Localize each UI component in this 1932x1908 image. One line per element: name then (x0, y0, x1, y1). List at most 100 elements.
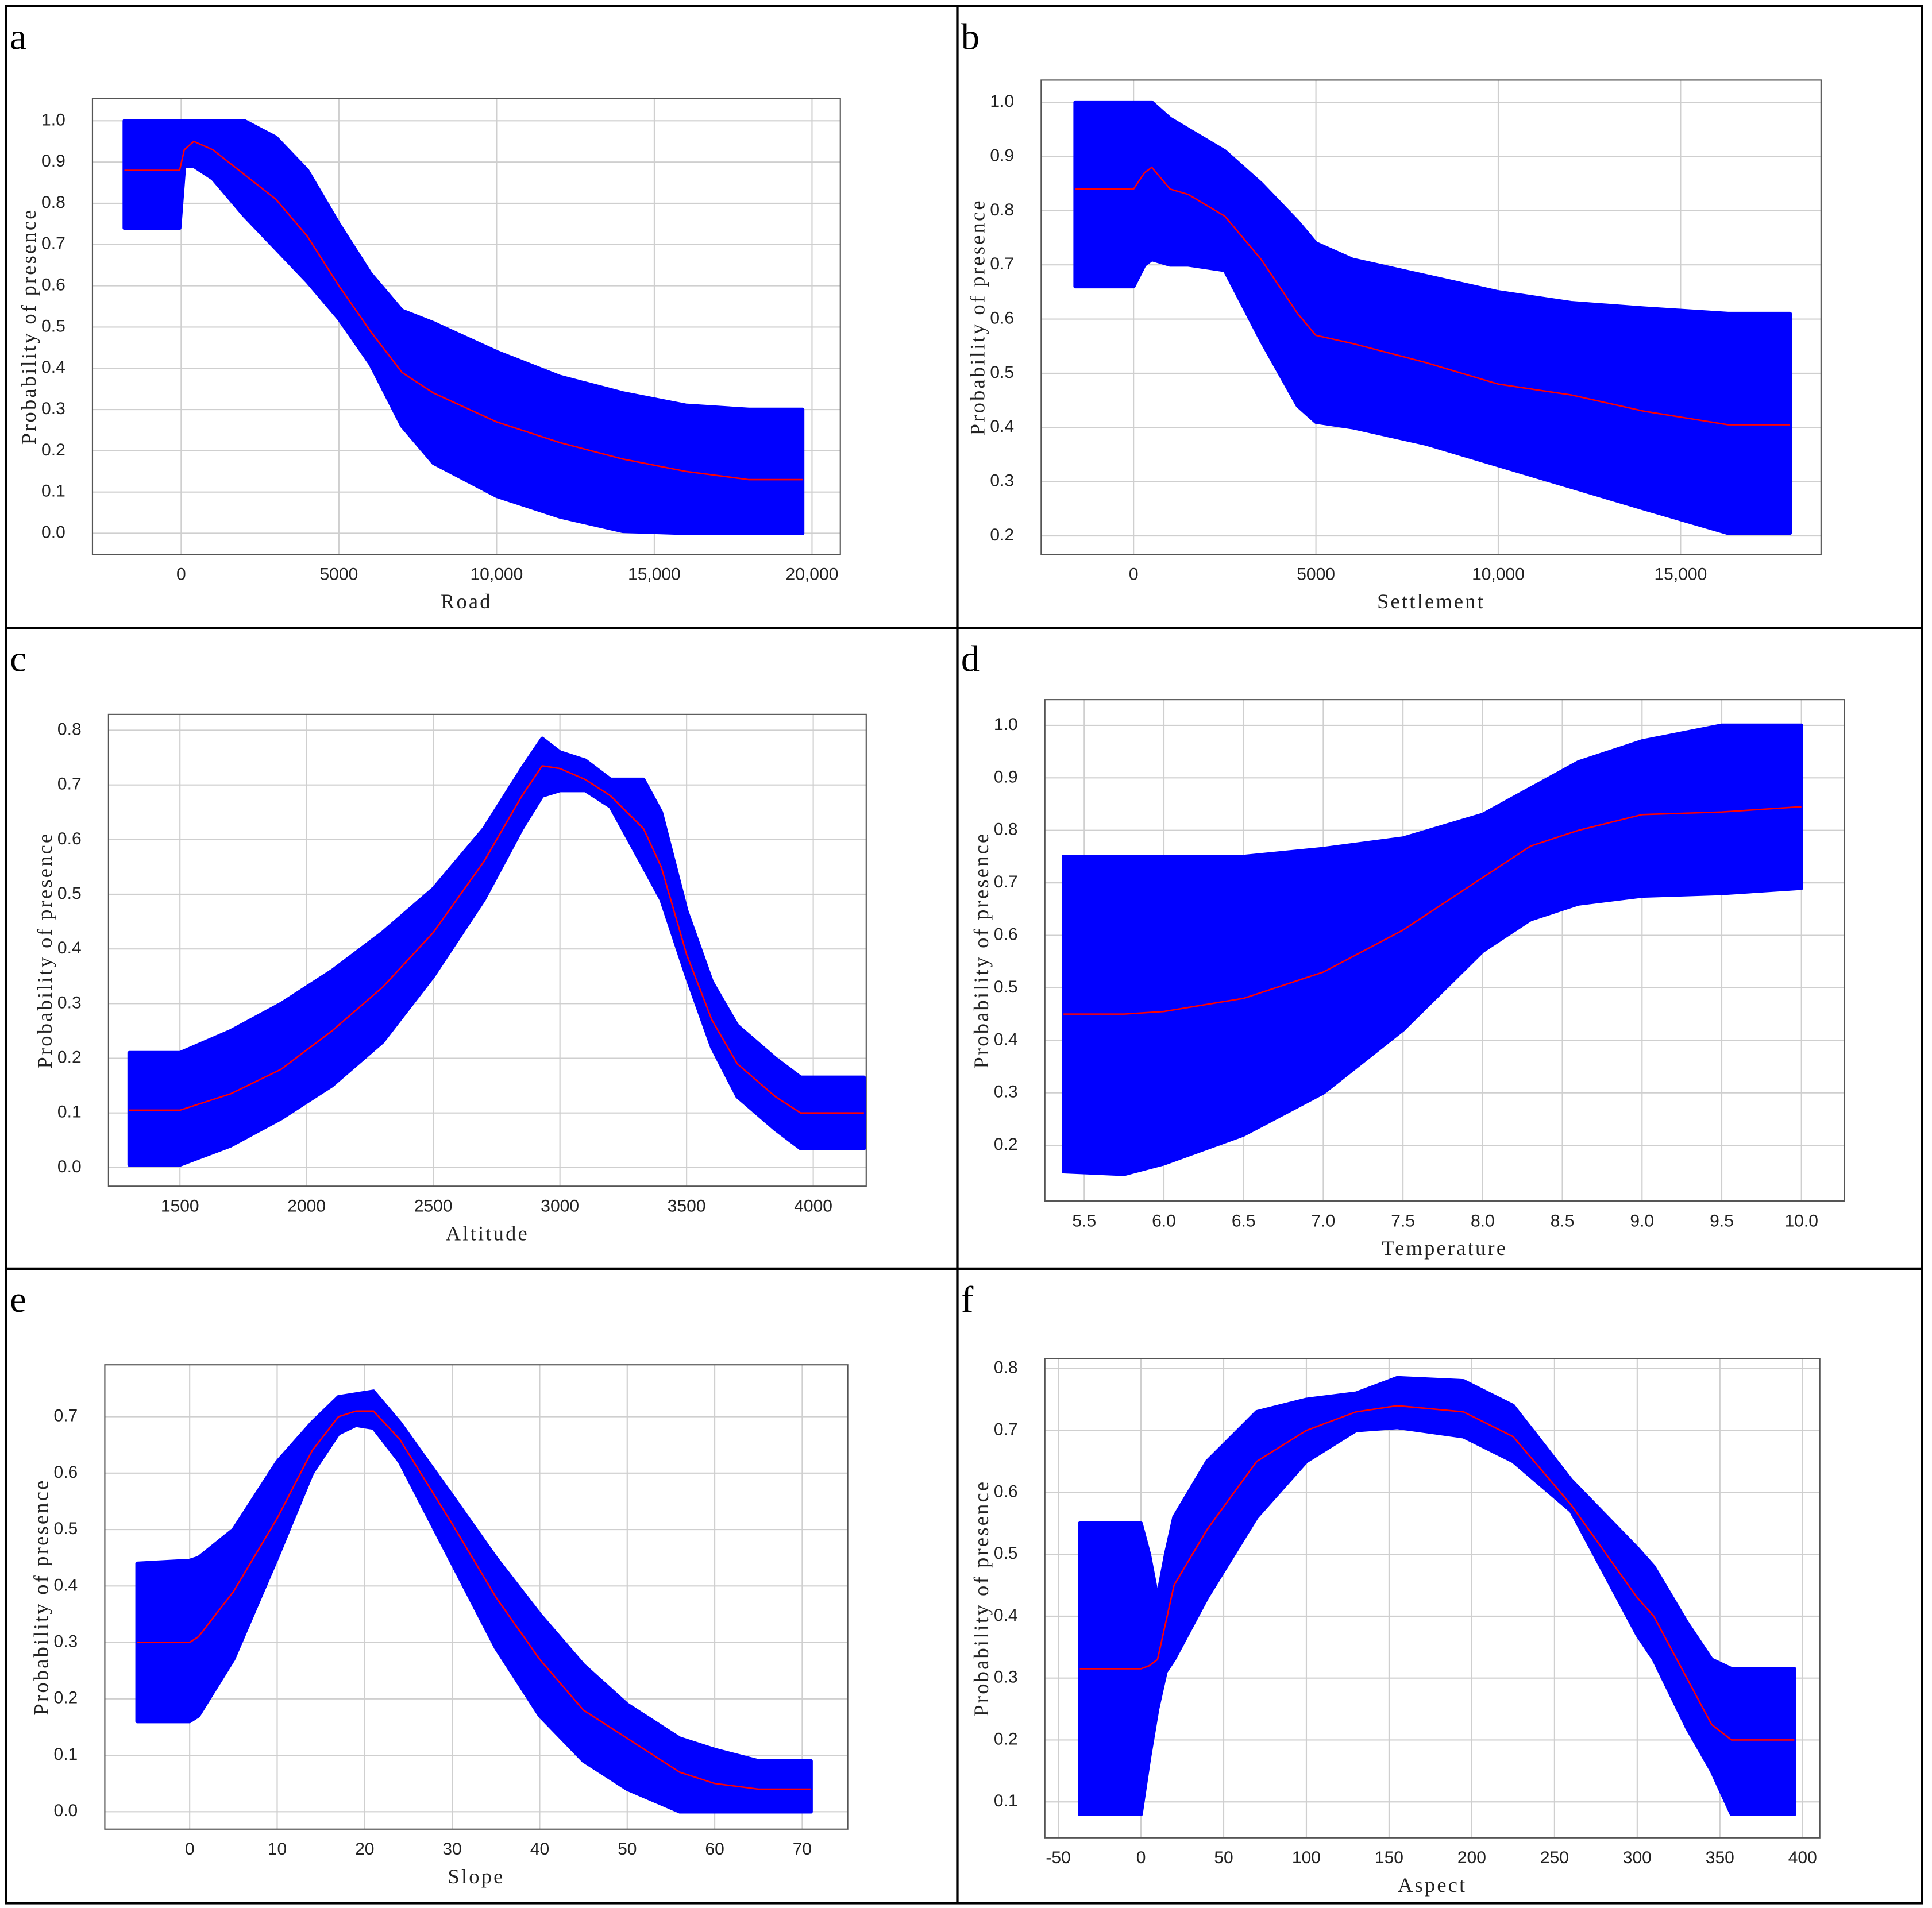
y-axis-label: Probability of presence (970, 832, 993, 1069)
x-tick-label: 0 (185, 1840, 195, 1859)
y-tick-label: 0.3 (994, 1668, 1018, 1687)
y-tick-label: 0.5 (54, 1519, 78, 1538)
x-axis-label: Settlement (1377, 590, 1485, 613)
y-tick-label: 0.5 (990, 363, 1014, 382)
y-tick-label: 0.9 (990, 146, 1014, 165)
x-tick-label: 20 (355, 1840, 374, 1859)
x-tick-label: 10.0 (1784, 1211, 1818, 1230)
y-tick-label: 0.4 (54, 1575, 78, 1594)
x-tick-label: 2000 (287, 1197, 326, 1216)
y-tick-label: 0.4 (57, 938, 82, 957)
y-tick-label: 0.3 (990, 472, 1014, 490)
x-tick-label: 3500 (668, 1197, 706, 1216)
y-tick-label: 0.6 (994, 1482, 1018, 1501)
x-tick-label: 60 (705, 1840, 724, 1859)
y-tick-label: 0.5 (994, 1544, 1018, 1563)
x-tick-label: 6.0 (1152, 1211, 1176, 1230)
x-tick-label: 7.5 (1391, 1211, 1415, 1230)
x-axis-label: Temperature (1382, 1237, 1507, 1260)
mean-line (1063, 806, 1802, 1015)
x-tick-label: 5.5 (1072, 1211, 1096, 1230)
x-tick-label: 1500 (161, 1197, 199, 1216)
y-axis-label: Probability of presence (966, 199, 989, 435)
y-tick-label: 0.0 (41, 523, 65, 542)
y-tick-label: 0.4 (41, 358, 65, 377)
mean-line (1079, 1405, 1795, 1741)
mean-line (137, 1410, 811, 1790)
mean-line (1075, 166, 1790, 426)
x-tick-label: 6.5 (1232, 1211, 1256, 1230)
x-tick-label: 200 (1457, 1848, 1486, 1867)
y-tick-label: 0.5 (41, 316, 65, 335)
panel-label: d (961, 639, 980, 679)
y-tick-label: 0.6 (57, 829, 82, 848)
y-tick-label: 0.2 (994, 1135, 1018, 1154)
y-tick-label: 1.0 (990, 92, 1014, 111)
y-axis-label: Probability of presence (17, 208, 40, 445)
y-tick-label: 0.7 (57, 775, 82, 794)
plot-frame (1044, 1358, 1821, 1839)
x-axis-label: Aspect (1398, 1874, 1467, 1897)
panel-label: e (10, 1279, 26, 1320)
y-tick-label: 0.2 (54, 1689, 78, 1708)
x-tick-label: 300 (1623, 1848, 1652, 1867)
x-tick-label: 0 (1136, 1848, 1146, 1867)
y-tick-label: 0.1 (57, 1103, 82, 1122)
y-axis-label: Probability of presence (33, 832, 56, 1069)
plot-frame (104, 1364, 849, 1830)
y-tick-label: 0.8 (994, 820, 1018, 839)
y-tick-label: 0.9 (994, 767, 1018, 786)
y-tick-label: 0.3 (994, 1083, 1018, 1102)
y-tick-label: 0.0 (54, 1801, 78, 1820)
x-tick-label: 30 (442, 1840, 461, 1859)
y-tick-label: 0.2 (994, 1729, 1018, 1748)
panel-label: c (10, 639, 26, 679)
x-tick-label: 15,000 (1654, 565, 1707, 584)
confidence-band (135, 1389, 813, 1814)
x-tick-label: 70 (793, 1840, 812, 1859)
x-tick-label: 350 (1706, 1848, 1734, 1867)
y-axis-label: Probability of presence (30, 1479, 53, 1716)
x-tick-label: 5000 (319, 565, 358, 584)
x-tick-label: 10 (268, 1840, 287, 1859)
y-tick-label: 0.7 (41, 234, 65, 253)
y-tick-label: 0.1 (994, 1791, 1018, 1810)
y-tick-label: 1.0 (41, 110, 65, 129)
y-tick-label: 0.0 (57, 1157, 82, 1176)
x-tick-label: 8.5 (1551, 1211, 1575, 1230)
confidence-band (1073, 100, 1792, 535)
x-tick-label: 150 (1375, 1848, 1403, 1867)
panel-label: f (961, 1279, 974, 1320)
x-tick-label: 8.0 (1471, 1211, 1495, 1230)
x-tick-label: 250 (1540, 1848, 1569, 1867)
y-tick-label: 0.7 (994, 872, 1018, 891)
y-tick-label: 0.8 (994, 1358, 1018, 1377)
plot-frame (1040, 79, 1822, 555)
x-tick-label: 20,000 (786, 565, 839, 584)
y-tick-label: 0.8 (57, 720, 82, 739)
x-tick-label: 3000 (541, 1197, 579, 1216)
confidence-band (1078, 1376, 1796, 1817)
y-tick-label: 0.2 (990, 526, 1014, 544)
plot-frame (1044, 699, 1845, 1202)
confidence-band (127, 736, 866, 1167)
x-axis-label: Road (441, 590, 492, 613)
y-tick-label: 0.4 (994, 1606, 1018, 1625)
x-tick-label: 7.0 (1312, 1211, 1336, 1230)
mean-line (129, 764, 864, 1114)
mean-line (124, 140, 803, 481)
y-tick-label: 0.7 (54, 1407, 78, 1426)
x-tick-label: 0 (1129, 565, 1139, 584)
y-tick-label: 0.4 (994, 1030, 1018, 1049)
y-tick-label: 0.1 (41, 482, 65, 501)
y-tick-label: 0.3 (41, 399, 65, 418)
y-tick-label: 0.6 (990, 308, 1014, 327)
x-tick-label: 10,000 (1472, 565, 1525, 584)
y-tick-label: 0.8 (41, 193, 65, 212)
y-tick-label: 0.2 (57, 1048, 82, 1067)
x-tick-label: 50 (1214, 1848, 1233, 1867)
y-tick-label: 0.6 (41, 276, 65, 295)
x-tick-label: 50 (618, 1840, 637, 1859)
x-tick-label: 9.0 (1630, 1211, 1654, 1230)
